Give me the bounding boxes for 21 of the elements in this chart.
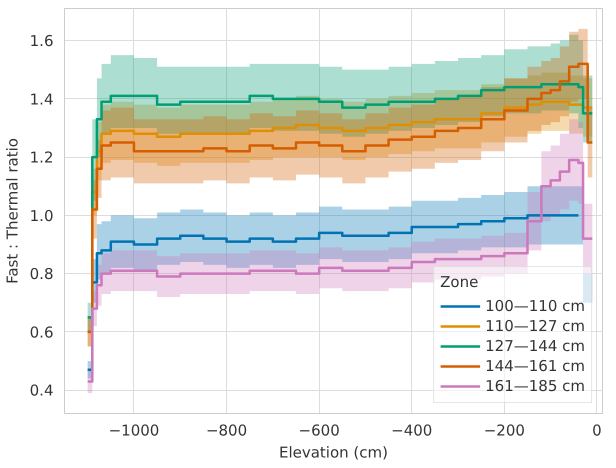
x-tick-label: 0 [592,422,602,440]
legend-title: Zone [440,273,480,291]
x-tick-label: −1000 [108,422,160,440]
y-tick-label: 1.2 [30,148,54,167]
x-tick-label: −400 [391,422,432,440]
y-tick-label: 1.6 [30,32,54,50]
y-axis-title: Fast : Thermal ratio [4,138,22,284]
x-tick-label: −800 [206,422,248,440]
x-tick-label: −200 [484,422,525,440]
x-tick-label: −600 [298,422,340,440]
legend-label: 144—161 cm [485,357,585,375]
y-tick-label: 0.6 [30,323,54,342]
legend-label: 161—185 cm [485,377,585,395]
y-tick-label: 0.8 [30,265,54,284]
y-tick-label: 1.0 [30,206,54,225]
y-tick-label: 0.4 [30,382,54,400]
x-axis-title: Elevation (cm) [278,444,388,462]
legend-label: 100—110 cm [485,297,585,315]
legend-label: 110—127 cm [485,317,585,335]
y-tick-label: 1.4 [30,90,54,108]
legend-label: 127—144 cm [485,337,585,355]
